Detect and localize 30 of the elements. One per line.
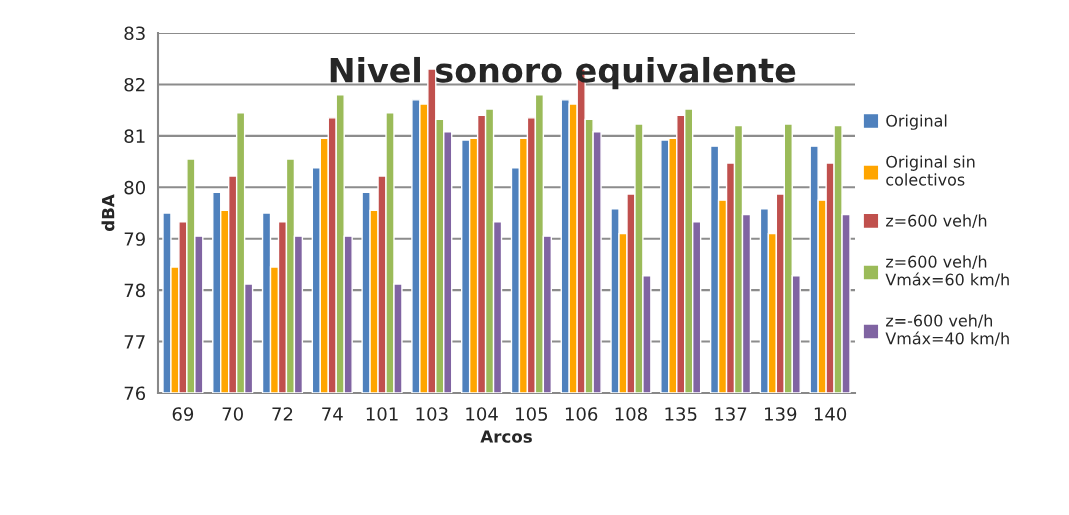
y-tick-label: 82 [124, 77, 145, 92]
x-tick-label: 105 [516, 407, 548, 421]
x-tick-label: 139 [765, 407, 797, 421]
legend-label: z=600 veh/h Vmáx=60 km/h [885, 255, 1009, 287]
x-tick-label: 104 [466, 407, 498, 421]
y-tick-label: 79 [124, 232, 145, 246]
y-tick-label: 80 [124, 180, 145, 195]
y-tick-label: 83 [124, 26, 145, 41]
x-axis-title: Arcos [480, 430, 532, 443]
x-tick-label: 140 [814, 407, 847, 421]
y-tick-label: 78 [124, 283, 145, 298]
x-tick-label: 103 [416, 407, 448, 421]
x-tick-label: 137 [715, 407, 747, 421]
x-tick-label: 69 [172, 407, 194, 421]
y-tick-label: 81 [124, 129, 145, 143]
legend-label: Original sin colectivos [886, 155, 975, 186]
legend-label: Original [886, 114, 947, 130]
legend-label: z=-600 veh/h Vmáx=40 km/h [885, 314, 1009, 346]
y-tick-label: 77 [124, 335, 145, 349]
x-tick-label: 72 [272, 407, 293, 421]
x-tick-label: 70 [222, 407, 243, 421]
x-tick-label: 101 [366, 407, 398, 421]
y-axis-title: dBA [101, 194, 115, 232]
x-tick-label: 108 [615, 407, 647, 421]
x-tick-label: 135 [665, 407, 697, 421]
y-tick-label: 76 [124, 386, 146, 401]
x-tick-label: 106 [565, 407, 598, 421]
x-tick-label: 74 [322, 407, 343, 421]
legend-label: z=600 veh/h [886, 214, 987, 228]
text: Nivel sonoro equivalente [330, 56, 796, 90]
